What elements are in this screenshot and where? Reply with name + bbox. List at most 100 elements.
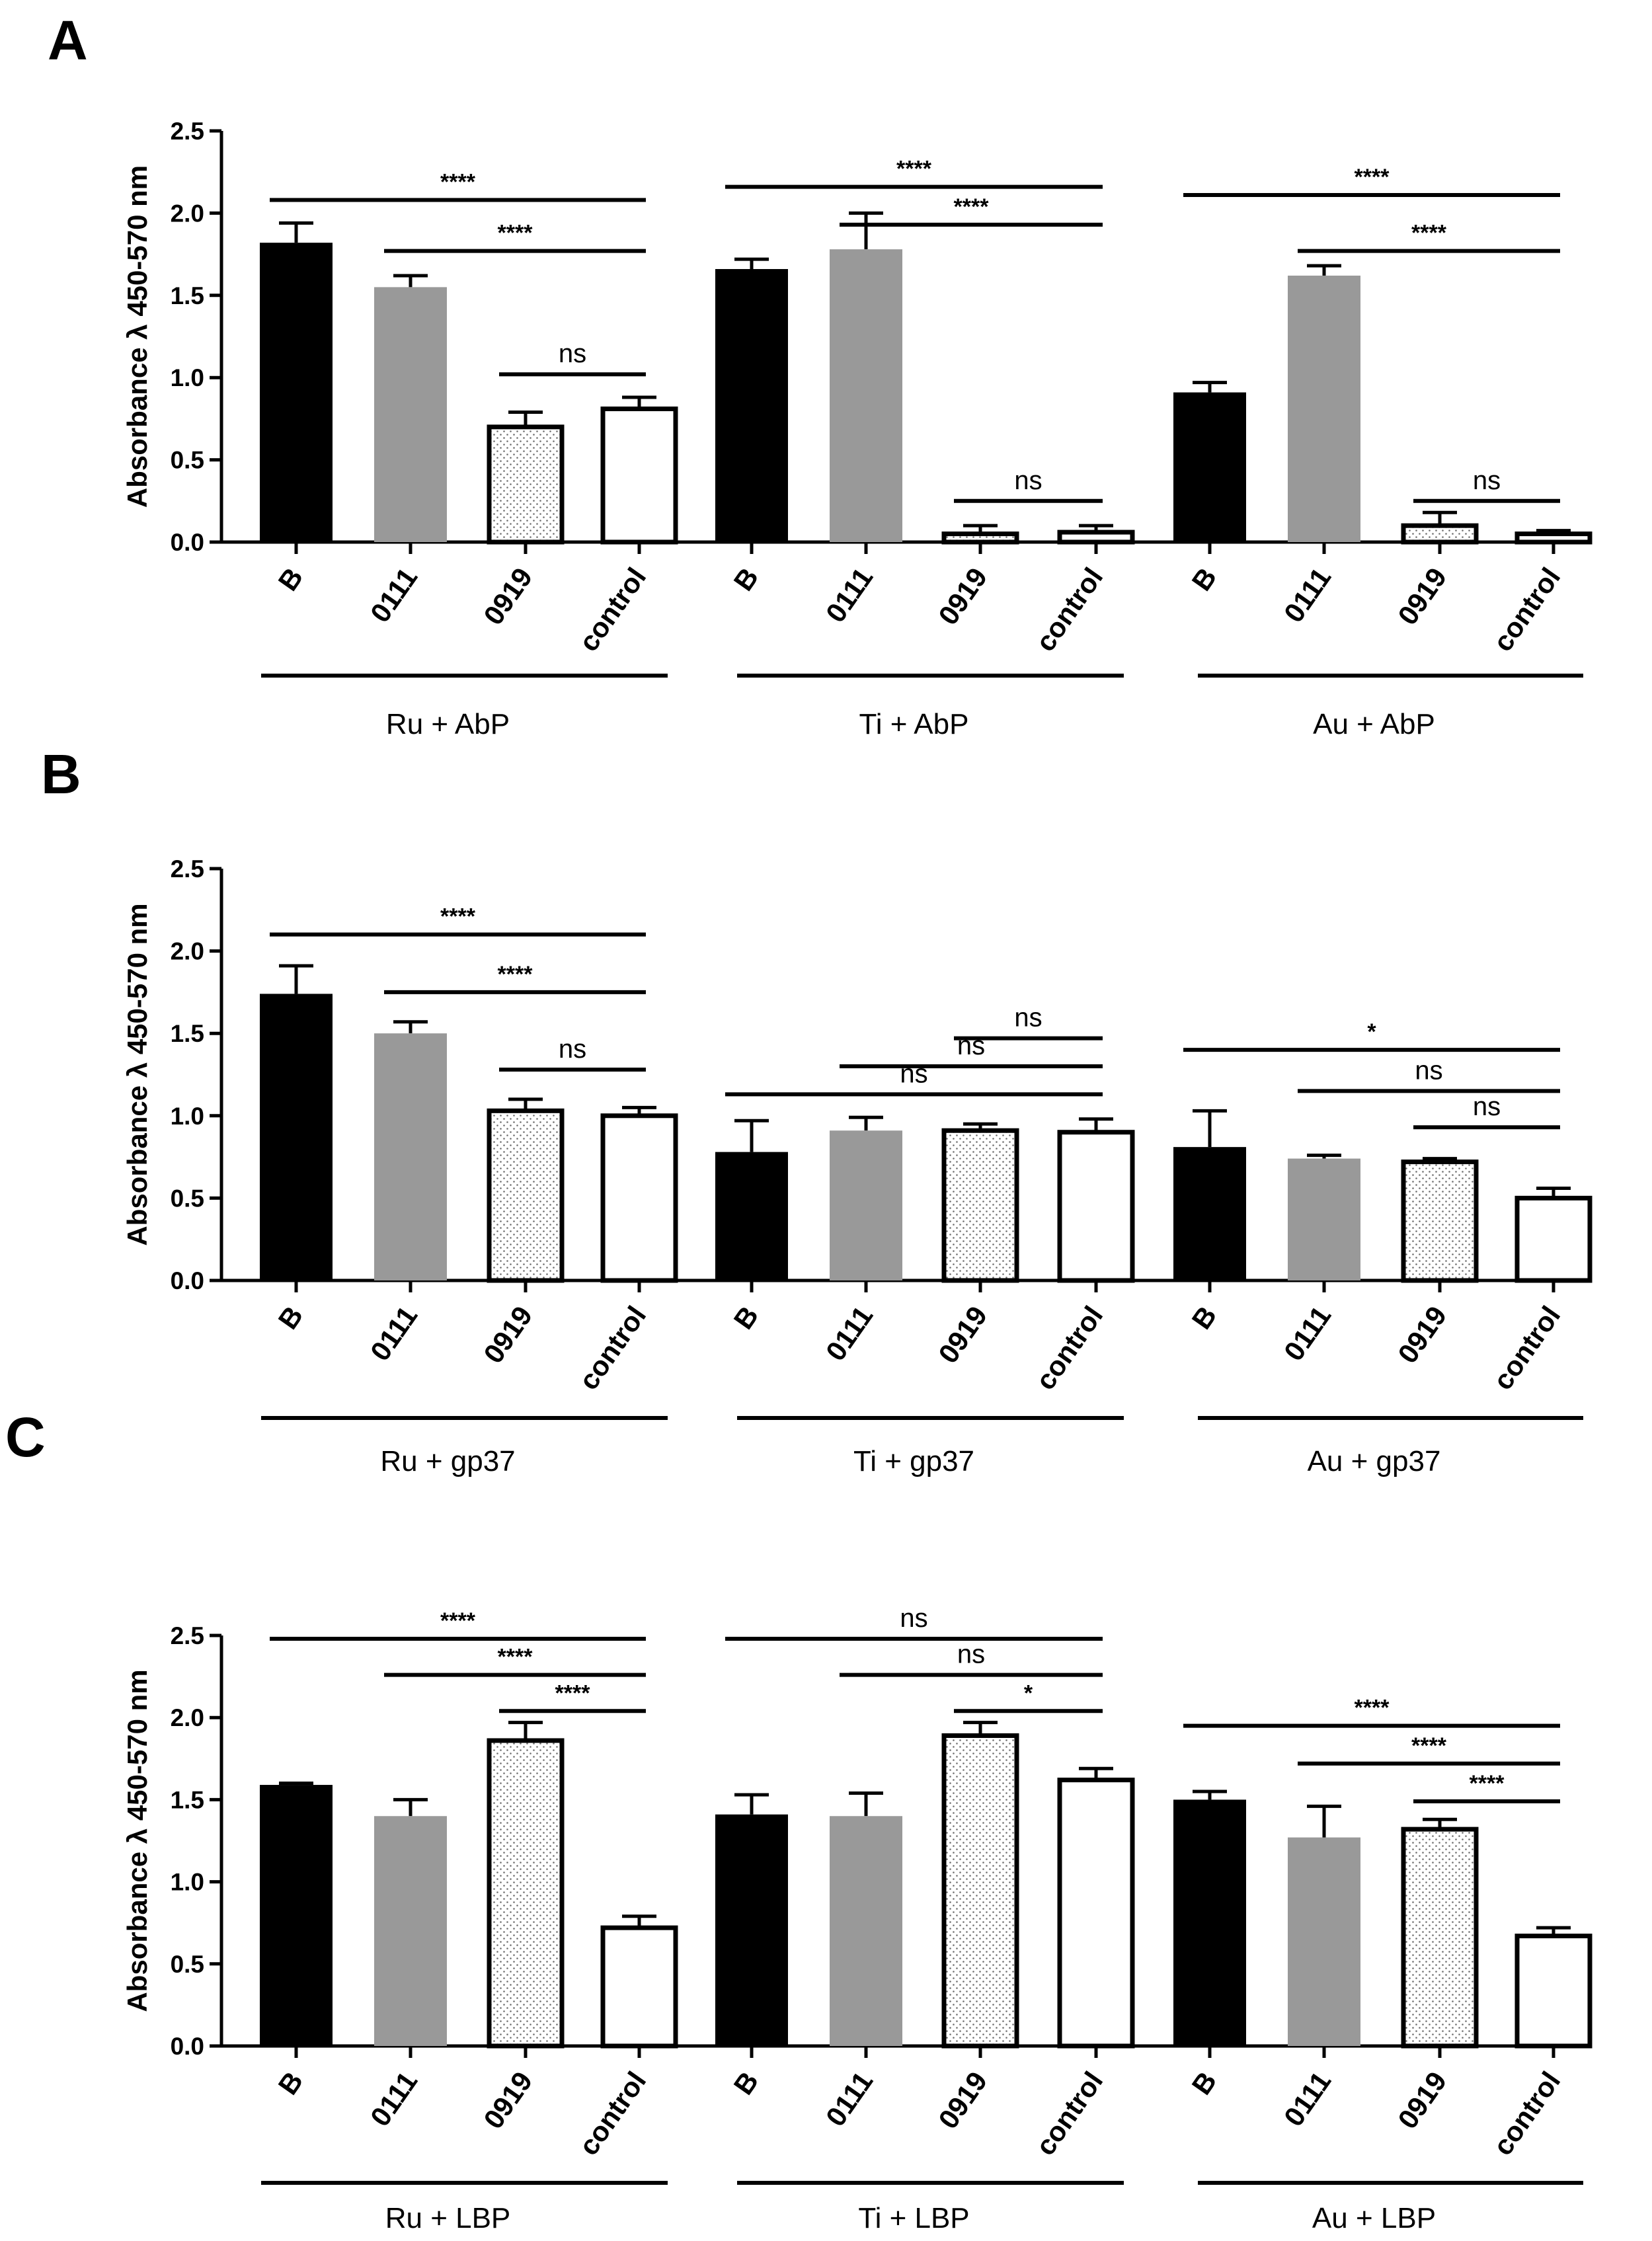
y-tick-label: 2.5 — [171, 855, 204, 883]
significance-label: **** — [498, 221, 533, 246]
bar-ru-gp37-0919 — [487, 1108, 565, 1283]
significance-label: **** — [1355, 165, 1390, 190]
x-category-label: 0111 — [1278, 1300, 1337, 1366]
x-category-label: 0111 — [820, 1300, 879, 1366]
bar-ru-gp37-control — [600, 1113, 678, 1283]
significance-label: ns — [957, 1640, 985, 1669]
x-category-label: B — [1185, 1300, 1222, 1335]
bar-au-gp37-control — [1514, 1195, 1593, 1283]
y-tick-label: 1.0 — [171, 1869, 204, 1896]
bar-ru-lbp-0111 — [374, 1816, 447, 2046]
bar-ru-lbp-0919 — [487, 1738, 565, 2049]
significance-label: **** — [1355, 1696, 1390, 1721]
bar-ti-abp-b — [715, 268, 788, 542]
significance-label: **** — [1470, 1771, 1505, 1796]
group-label: Ru + LBP — [385, 2202, 511, 2234]
x-category-label: B — [1185, 2066, 1222, 2100]
bar-ti-lbp-control — [1057, 1778, 1135, 2049]
bar-ru-abp-0111 — [374, 287, 447, 542]
x-category-label: B — [272, 562, 309, 596]
bar-ru-abp-control — [600, 406, 678, 545]
x-category-label: B — [727, 1300, 764, 1335]
bar-ru-lbp-b — [260, 1785, 333, 2046]
x-category-label: control — [1487, 2066, 1566, 2161]
bar-au-lbp-0919 — [1401, 1827, 1479, 2049]
bar-ti-abp-0919 — [941, 531, 1019, 545]
y-tick-label: 0.5 — [171, 1185, 204, 1212]
y-axis-label: Absorbance λ 450-570 nm — [122, 1669, 153, 2012]
significance-label: **** — [440, 904, 476, 929]
group-label: Ti + AbP — [859, 708, 969, 740]
y-tick-label: 2.0 — [171, 938, 204, 965]
y-tick-label: 0.0 — [171, 529, 204, 556]
x-category-label: control — [1029, 1300, 1109, 1396]
x-category-label: control — [572, 562, 652, 657]
y-tick-label: 1.5 — [171, 1786, 204, 1813]
group-label: Ru + AbP — [386, 708, 510, 740]
x-category-label: B — [727, 2066, 764, 2100]
significance-label: ns — [1014, 466, 1042, 495]
significance-label: **** — [440, 1608, 476, 1633]
x-category-label: 0919 — [932, 562, 993, 630]
x-category-label: control — [1029, 562, 1109, 657]
x-category-label: control — [1487, 562, 1566, 657]
bar-ru-abp-0919 — [487, 424, 565, 545]
x-category-label: 0919 — [477, 1300, 538, 1368]
significance-label: ns — [900, 1604, 927, 1633]
x-category-label: 0111 — [364, 2066, 423, 2132]
x-category-label: B — [272, 1300, 309, 1335]
significance-label: ns — [1473, 1092, 1501, 1121]
x-category-label: 0919 — [932, 1300, 993, 1368]
y-tick-label: 2.0 — [171, 200, 204, 227]
bar-ru-abp-b — [260, 243, 333, 542]
y-axis-label: Absorbance λ 450-570 nm — [122, 165, 153, 508]
x-category-label: control — [572, 2066, 652, 2161]
bar-au-gp37-0111 — [1288, 1158, 1360, 1280]
bar-ti-gp37-0111 — [830, 1130, 902, 1280]
y-tick-label: 1.5 — [171, 282, 204, 309]
x-category-label: B — [272, 2066, 309, 2100]
panel-b-letter: B — [41, 743, 81, 805]
x-category-label: 0111 — [820, 562, 879, 628]
y-tick-label: 0.5 — [171, 1951, 204, 1978]
significance-label: ns — [1014, 1003, 1042, 1033]
significance-label: **** — [896, 157, 932, 182]
significance-label: **** — [440, 169, 476, 194]
significance-label: **** — [1411, 221, 1447, 246]
bar-ti-gp37-0919 — [941, 1128, 1019, 1283]
x-category-label: 0919 — [1392, 562, 1452, 630]
significance-label: * — [1024, 1680, 1033, 1706]
x-category-label: 0111 — [1278, 2066, 1337, 2132]
bar-ti-gp37-control — [1057, 1130, 1135, 1283]
bar-au-lbp-control — [1514, 1934, 1593, 2049]
x-category-label: B — [1185, 562, 1222, 596]
bar-ti-abp-control — [1057, 530, 1135, 545]
panel-a-chart: 0.0 0.5 1.0 1.5 2.0 2.5 Absorbance λ 450-570 n… — [122, 118, 1593, 740]
x-category-label: 0111 — [1278, 562, 1337, 628]
y-tick-label: 2.5 — [171, 118, 204, 145]
bar-ru-gp37-b — [260, 994, 333, 1280]
bar-ru-lbp-control — [600, 1925, 678, 2049]
y-tick-label: 0.5 — [171, 447, 204, 474]
y-tick-label: 1.0 — [171, 364, 204, 391]
y-axis-label: Absorbance λ 450-570 nm — [122, 903, 153, 1245]
y-tick-label: 0.0 — [171, 2033, 204, 2060]
group-label: Ru + gp37 — [380, 1445, 515, 1477]
significance-label: ns — [900, 1059, 927, 1088]
bar-ti-gp37-b — [715, 1152, 788, 1280]
panel-c-letter: C — [5, 1406, 46, 1468]
significance-label: ns — [559, 1035, 586, 1064]
y-tick-label: 0.0 — [171, 1267, 204, 1294]
significance-label: * — [1367, 1019, 1376, 1044]
bar-au-abp-b — [1173, 392, 1246, 542]
panel-c-chart: 0.0 0.5 1.0 1.5 2.0 2.5 Absorbance λ 450-570 n… — [122, 1604, 1593, 2234]
x-category-label: 0919 — [1392, 2066, 1452, 2134]
y-tick-label: 2.5 — [171, 1622, 204, 1649]
group-label: Ti + gp37 — [853, 1445, 974, 1477]
x-category-label: control — [1487, 1300, 1566, 1396]
x-category-label: B — [727, 562, 764, 596]
bar-ti-lbp-0919 — [941, 1733, 1019, 2049]
group-label: Ti + LBP — [858, 2202, 969, 2234]
significance-label: **** — [954, 194, 990, 219]
